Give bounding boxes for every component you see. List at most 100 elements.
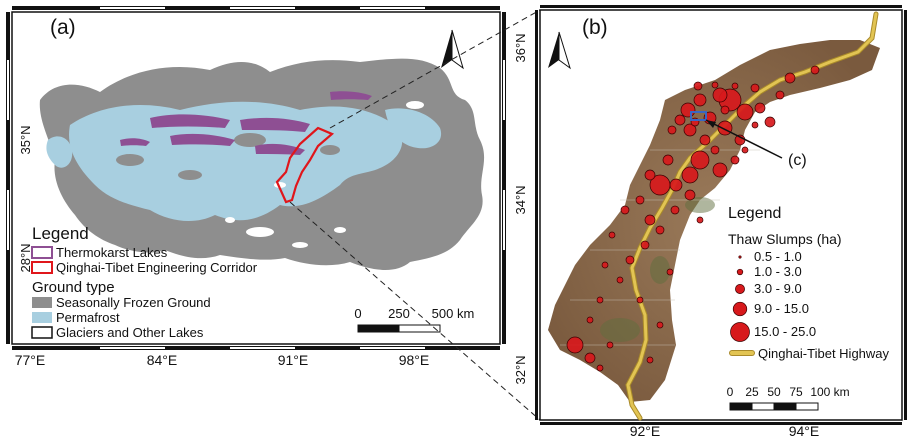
legend-size-symbol — [732, 301, 748, 317]
thaw-slump-symbol — [731, 82, 739, 90]
panel-a: (a) 35°N 28°N 77°E 84°E 91°E 98°E Legend… — [6, 6, 506, 368]
vegetation-patches — [600, 197, 715, 342]
thaw-slump-symbol — [683, 123, 697, 137]
inset-connector — [289, 201, 541, 421]
legend-subtitle: Thaw Slumps (ha) — [728, 231, 842, 247]
swatch-permafrost — [32, 312, 52, 323]
thaw-slump-symbol — [635, 195, 645, 205]
north-arrow-icon — [548, 31, 571, 70]
thaw-slump-symbol — [810, 65, 820, 75]
legend-size-label: 3.0 - 9.0 — [754, 281, 802, 296]
thaw-slump-symbol — [741, 146, 749, 154]
legend-title: Legend — [728, 205, 781, 222]
lat-tick: 34°N — [513, 185, 528, 214]
thaw-slump-symbol — [616, 276, 624, 284]
thaw-slump-symbol — [669, 178, 683, 192]
permafrost-patch-west — [46, 136, 73, 168]
thaw-slump-symbol — [696, 216, 704, 224]
thaw-slump-symbol — [601, 261, 609, 269]
thaw-slump-symbol — [674, 114, 686, 126]
panel-b-scalebar: 0 25 50 75 100 km — [727, 385, 850, 411]
callout-line — [705, 119, 783, 159]
scale-tick: 75 — [789, 385, 803, 399]
lat-tick: 36°N — [513, 33, 528, 62]
thaw-slump-symbol — [586, 316, 594, 324]
lon-tick: 91°E — [278, 352, 309, 368]
legend-size-label: 1.0 - 3.0 — [754, 264, 802, 279]
thaw-slump-symbol — [717, 120, 733, 136]
thermokarst-lakes — [120, 91, 372, 155]
thaw-slump-symbol — [666, 268, 674, 276]
swatch-glaciers — [31, 326, 53, 339]
thaw-slump-symbol — [667, 125, 677, 135]
legend-item: Qinghai-Tibet Engineering Corridor — [56, 260, 258, 275]
thaw-slumps — [566, 65, 820, 372]
frozen-island — [320, 145, 340, 155]
lon-tick: 77°E — [15, 352, 46, 368]
panel-a-legend: Legend Thermokarst Lakes Qinghai-Tibet E… — [31, 224, 258, 340]
thaw-slump-symbol — [699, 134, 711, 146]
thaw-slump-symbol — [646, 356, 654, 364]
scale-tick: 25 — [745, 385, 759, 399]
thaw-slump-symbol — [640, 240, 650, 250]
lon-tick: 84°E — [147, 352, 178, 368]
frozen-island — [116, 154, 144, 166]
glaciers-lakes — [225, 101, 424, 248]
neatline-checks — [7, 7, 505, 349]
lon-tick: 92°E — [630, 423, 661, 438]
panel-a-scalebar: 0 250 500 km — [354, 306, 474, 333]
legend-title: Legend — [32, 224, 89, 243]
thaw-slump-symbol — [690, 150, 710, 170]
thaw-slump-symbol — [712, 162, 728, 178]
scale-tick: 50 — [767, 385, 781, 399]
thaw-slump-symbol — [644, 214, 656, 226]
permafrost-patch-east — [385, 108, 442, 149]
scale-tick: 0 — [727, 385, 734, 399]
thaw-slump-symbol — [775, 90, 785, 100]
legend-size-label: 15.0 - 25.0 — [754, 324, 816, 339]
swatch-seasonal — [32, 297, 52, 308]
thaw-slump-symbol — [584, 352, 596, 364]
legend-size-label: 0.5 - 1.0 — [754, 249, 802, 264]
thaw-slump-symbol — [730, 155, 740, 165]
callout-label: (c) — [788, 152, 807, 169]
lat-tick: 28°N — [18, 243, 33, 272]
legend-item: Seasonally Frozen Ground — [56, 295, 211, 310]
thaw-slump-symbol — [750, 83, 760, 93]
thaw-slump-symbol — [720, 105, 730, 115]
callout-arrowhead — [706, 120, 716, 128]
frozen-island — [234, 133, 266, 147]
legend-size-symbol — [738, 255, 742, 259]
swatch-corridor — [31, 261, 53, 274]
scale-tick: 250 — [388, 306, 410, 321]
legend-size-classes: 0.5 - 1.01.0 - 3.0 3.0 - 9.0 9.0 - 15.0 15.… — [730, 249, 816, 342]
thaw-slump-symbol — [754, 102, 766, 114]
thaw-slump-symbol — [608, 231, 616, 239]
thaw-slump-symbol — [596, 296, 604, 304]
thaw-slump-symbol — [636, 296, 644, 304]
thaw-slump-symbol — [566, 336, 584, 354]
thaw-slump-symbol — [670, 205, 680, 215]
legend-size-symbol — [735, 284, 745, 294]
thaw-slump-symbol — [606, 341, 614, 349]
legend-size-symbol — [730, 322, 750, 342]
legend-highway: Qinghai-Tibet Highway — [758, 346, 890, 361]
satellite-mosaic — [548, 40, 880, 402]
thaw-slump-symbol — [711, 81, 719, 89]
legend-item: Thermokarst Lakes — [56, 245, 168, 260]
neatline-left — [535, 10, 538, 420]
thaw-slump-symbol — [662, 154, 674, 166]
frozen-island — [178, 170, 202, 180]
study-area-c — [690, 111, 707, 121]
scale-tick: 0 — [354, 306, 361, 321]
legend-size-label: 9.0 - 15.0 — [754, 301, 809, 316]
thaw-slump-symbol — [681, 166, 699, 184]
thaw-slump-symbol — [644, 169, 656, 181]
thaw-slump-symbol — [736, 103, 754, 121]
neatline-top — [540, 5, 902, 8]
neatline-right — [904, 10, 907, 420]
scale-tick: 100 km — [810, 385, 849, 399]
thaw-slump-symbol — [680, 102, 696, 118]
lon-tick: 94°E — [789, 423, 820, 438]
